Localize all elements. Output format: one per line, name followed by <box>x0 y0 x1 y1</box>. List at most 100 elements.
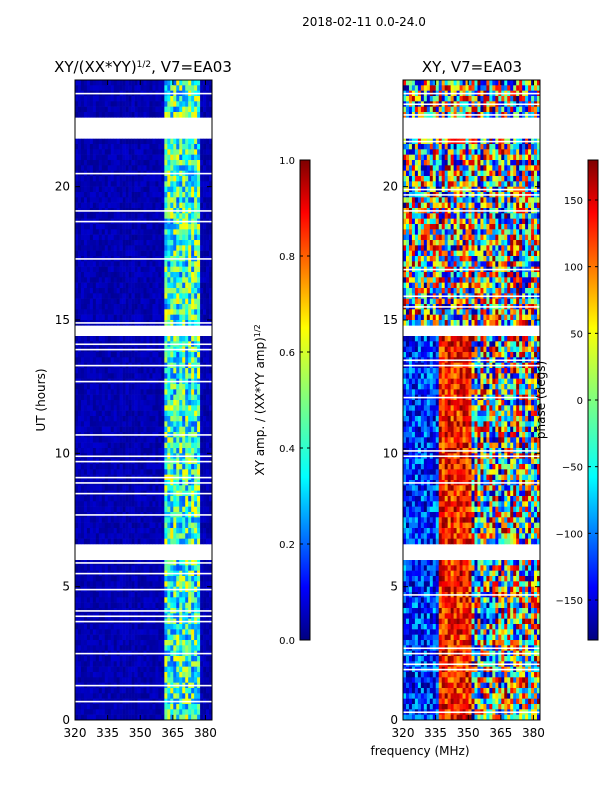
heatmap-cell <box>191 314 195 321</box>
heatmap-cell <box>77 442 82 449</box>
heatmap-cell <box>146 448 150 454</box>
heatmap-cell <box>75 485 79 491</box>
heatmap-cell <box>116 149 120 155</box>
heatmap-cell <box>116 656 120 662</box>
heatmap-cell <box>83 416 88 422</box>
heatmap-cell <box>104 416 109 422</box>
heatmap-cell <box>113 154 117 161</box>
heatmap-cell <box>209 661 213 667</box>
heatmap-cell <box>173 213 177 219</box>
heatmap-cell <box>182 138 186 145</box>
heatmap-cell <box>92 602 97 609</box>
heatmap-cell <box>122 597 126 603</box>
heatmap-cell <box>209 389 213 395</box>
heatmap-cell <box>122 192 126 198</box>
heatmap-cell <box>119 597 123 603</box>
heatmap-cell <box>197 416 201 422</box>
heatmap-cell <box>137 202 141 209</box>
heatmap-cell <box>77 672 82 678</box>
heatmap-cell <box>206 672 210 678</box>
heatmap-cell <box>167 272 171 278</box>
heatmap-cell <box>176 213 180 219</box>
heatmap-cell <box>104 224 109 230</box>
heatmap-cell <box>155 464 159 470</box>
heatmap-cell <box>83 634 88 641</box>
heatmap-cell <box>98 160 103 166</box>
heatmap-cell <box>200 688 204 694</box>
heatmap-cell <box>155 240 159 246</box>
heatmap-cell <box>152 624 156 630</box>
heatmap-cell <box>104 352 109 358</box>
heatmap-cell <box>185 101 189 107</box>
heatmap-cell <box>101 400 106 406</box>
heatmap-cell <box>113 314 117 321</box>
heatmap-cell <box>209 624 213 630</box>
heatmap-cell <box>86 85 91 91</box>
heatmap-cell <box>80 165 85 171</box>
heatmap-cell <box>83 165 88 171</box>
heatmap-cell <box>125 165 129 171</box>
heatmap-cell <box>203 666 207 673</box>
heatmap-cell <box>176 357 180 363</box>
heatmap-cell <box>176 288 180 294</box>
heatmap-cell <box>86 565 91 571</box>
heatmap-cell <box>170 176 174 182</box>
heatmap-cell <box>116 144 120 150</box>
heatmap-cell <box>137 437 141 443</box>
heatmap-cell <box>140 186 144 193</box>
heatmap-cell <box>191 442 195 449</box>
heatmap-cell <box>104 293 109 299</box>
heatmap-cell <box>86 138 91 145</box>
heatmap-cell <box>134 250 138 257</box>
heatmap-cell <box>80 229 85 235</box>
heatmap-cell <box>80 426 85 433</box>
heatmap-cell <box>95 426 100 433</box>
heatmap-cell <box>113 186 117 193</box>
heatmap-cell <box>80 597 85 603</box>
heatmap-cell <box>119 645 123 651</box>
heatmap-cell <box>137 229 141 235</box>
heatmap-cell <box>128 405 132 411</box>
heatmap-cell <box>182 186 186 193</box>
heatmap-cell <box>137 640 141 646</box>
heatmap-cell <box>104 592 109 598</box>
heatmap-cell <box>143 282 147 289</box>
heatmap-cell <box>176 106 180 113</box>
heatmap-cell <box>128 298 132 305</box>
heatmap-cell <box>134 517 138 523</box>
heatmap-cell <box>113 410 117 417</box>
heatmap-cell <box>197 437 201 443</box>
heatmap-cell <box>158 80 162 86</box>
heatmap-cell <box>173 181 177 187</box>
heatmap-cell <box>170 250 174 257</box>
heatmap-cell <box>155 96 159 102</box>
heatmap-cell <box>86 384 91 390</box>
heatmap-cell <box>80 186 85 193</box>
heatmap-cell <box>113 416 117 422</box>
heatmap-cell <box>164 538 168 545</box>
heatmap-cell <box>143 442 147 449</box>
heatmap-cell <box>101 288 106 294</box>
heatmap-cell <box>131 533 135 539</box>
heatmap-cell <box>125 693 129 699</box>
heatmap-cell <box>140 661 144 667</box>
heatmap-cell <box>140 197 144 203</box>
heatmap-cell <box>116 165 120 171</box>
heatmap-cell <box>89 240 94 246</box>
heatmap-cell <box>152 154 156 161</box>
heatmap-cell <box>155 469 159 475</box>
heatmap-cell <box>194 373 198 379</box>
heatmap-cell <box>197 661 201 667</box>
heatmap-cell <box>149 154 153 161</box>
heatmap-cell <box>206 288 210 294</box>
heatmap-cell <box>203 384 207 390</box>
heatmap-cell <box>182 581 186 587</box>
heatmap-cell <box>101 528 106 534</box>
heatmap-cell <box>173 154 177 161</box>
heatmap-cell <box>191 448 195 454</box>
heatmap-cell <box>95 309 100 315</box>
heatmap-cell <box>209 266 213 273</box>
heatmap-cell <box>83 336 88 342</box>
heatmap-cell <box>197 421 201 427</box>
heatmap-cell <box>182 384 186 390</box>
